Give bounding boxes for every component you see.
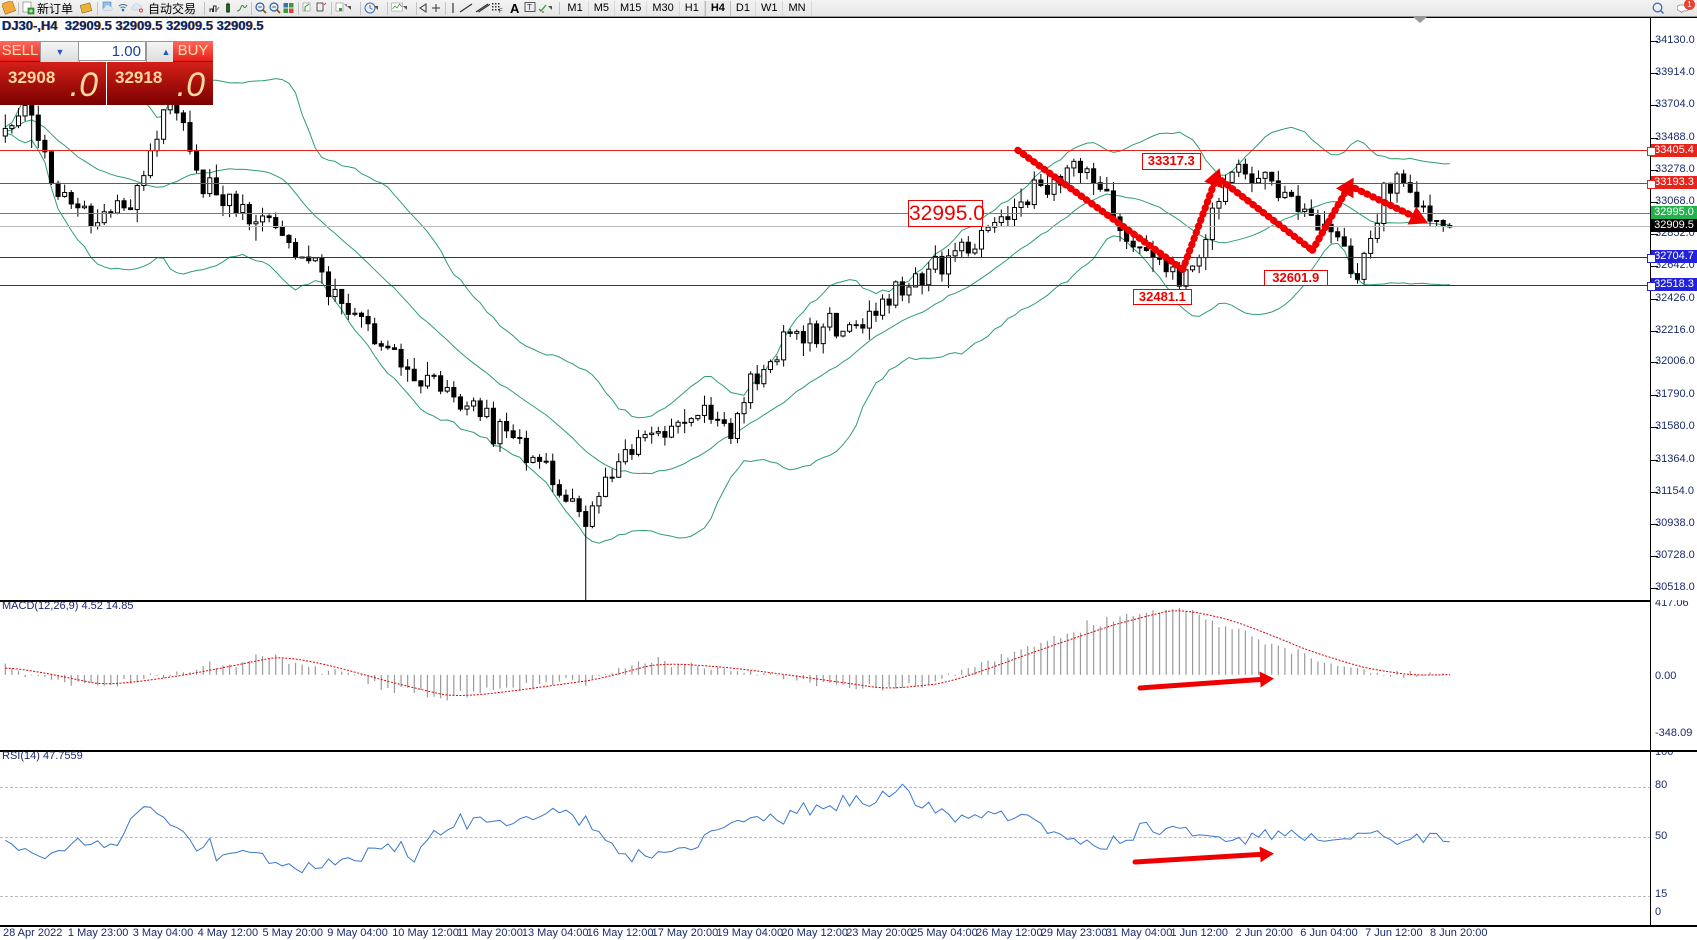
svg-text:F: F [499, 9, 503, 15]
svg-text:T: T [527, 3, 532, 12]
